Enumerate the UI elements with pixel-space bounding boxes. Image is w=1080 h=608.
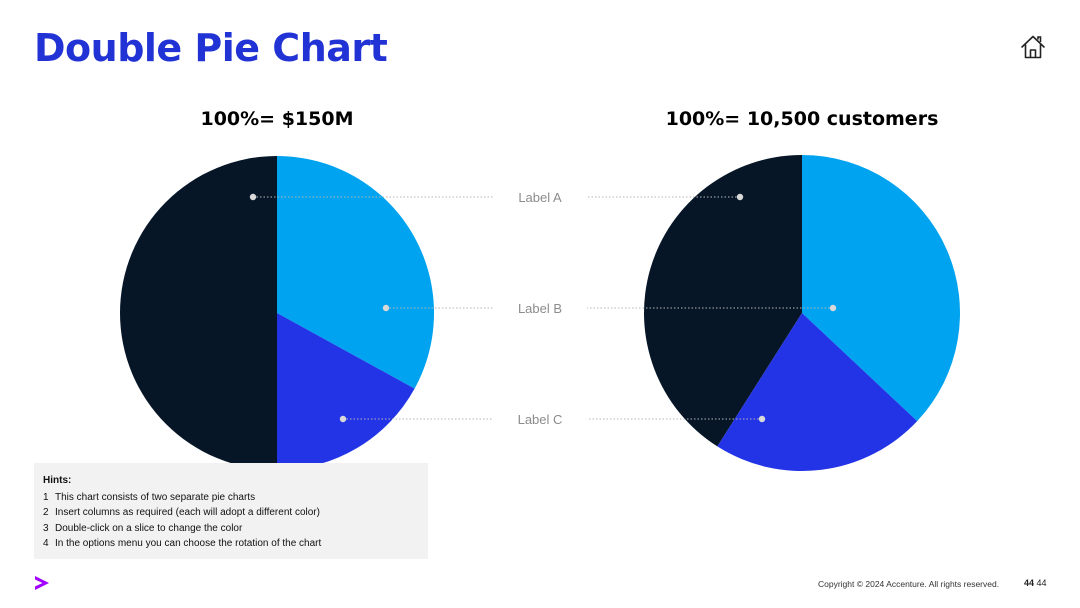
hint-item: 4 In the options menu you can choose the…: [43, 536, 419, 552]
hint-text: Insert columns as required (each will ad…: [55, 507, 320, 519]
home-icon[interactable]: [1019, 33, 1047, 61]
hints-box: Hints: 1 This chart consists of two sepa…: [34, 463, 428, 559]
copyright-text: Copyright © 2024 Accenture. All rights r…: [818, 579, 1000, 589]
label-dot: [339, 415, 347, 423]
slice-label: Label B: [518, 301, 562, 316]
pie-slice-label-b[interactable]: [802, 155, 961, 422]
hint-number: 4: [43, 538, 49, 550]
slice-label: Label C: [518, 412, 563, 427]
hint-item: 2 Insert columns as required (each will …: [43, 505, 419, 521]
hint-number: 3: [43, 522, 49, 534]
pie-title-right: 100%= 10,500 customers: [665, 108, 939, 130]
hint-item: 1 This chart consists of two separate pi…: [43, 490, 419, 506]
hint-number: 1: [43, 491, 49, 503]
pie-slice-label-b[interactable]: [277, 156, 435, 389]
label-dot: [382, 304, 390, 312]
hint-number: 2: [43, 507, 49, 519]
accenture-logo-icon: [35, 576, 49, 590]
label-dot: [829, 304, 837, 312]
pie-title-left: 100%= $150M: [200, 108, 354, 130]
page-title: Double Pie Chart: [34, 26, 388, 70]
page-number: 44 44: [1024, 578, 1047, 588]
slice-label: Label A: [518, 190, 562, 205]
hint-item: 3 Double-click on a slice to change the …: [43, 521, 419, 537]
pie-slice-label-a[interactable]: [644, 155, 802, 447]
label-dot: [758, 415, 766, 423]
hint-text: In the options menu you can choose the r…: [55, 538, 322, 550]
pie-slice-label-c[interactable]: [717, 313, 918, 471]
hint-text: This chart consists of two separate pie …: [55, 491, 256, 503]
pie-slice-label-c[interactable]: [277, 313, 415, 470]
hints-title: Hints:: [43, 475, 72, 486]
page-number-bold: 44: [1024, 578, 1035, 588]
hint-text: Double-click on a slice to change the co…: [55, 522, 243, 534]
page-number-plain: 44: [1036, 578, 1047, 588]
pie-slice-label-a[interactable]: [120, 156, 277, 470]
label-dot: [249, 193, 257, 201]
label-dot: [736, 193, 744, 201]
